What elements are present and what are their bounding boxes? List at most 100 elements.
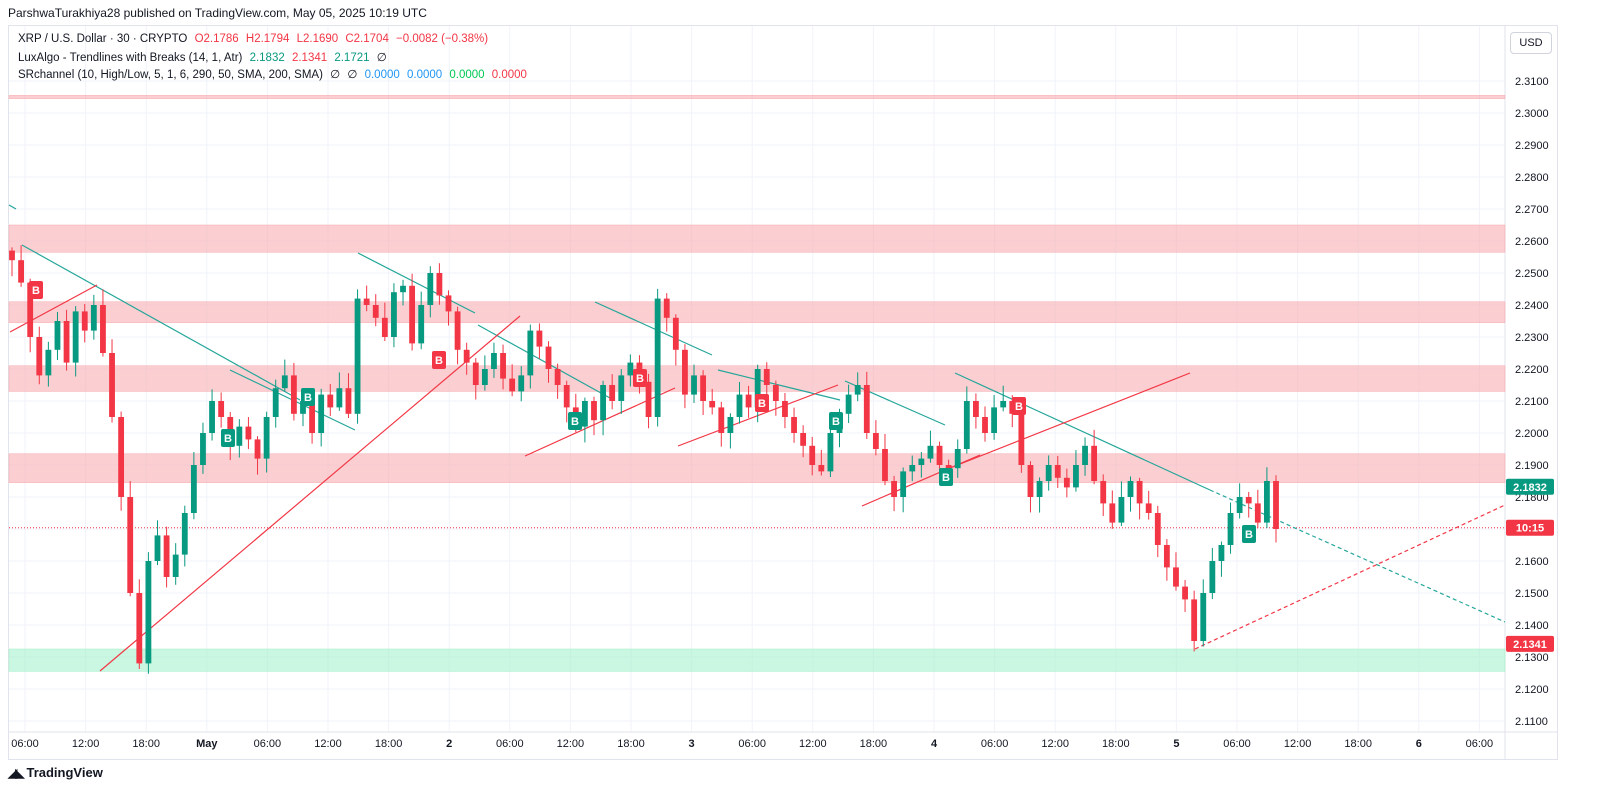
candle-down <box>554 369 561 385</box>
candle-down <box>1136 481 1143 504</box>
legend-symbol-line[interactable]: XRP / U.S. Dollar · 30 · CRYPTO O2.1786 … <box>18 33 492 45</box>
break-up-signal: B <box>1242 525 1256 543</box>
candle-down <box>218 401 225 417</box>
x-tick-label: 12:00 <box>1041 738 1069 750</box>
candle-down <box>809 445 816 465</box>
chart-frame <box>8 25 1558 760</box>
price-label-bg <box>1506 478 1554 495</box>
candle-down <box>100 305 106 353</box>
candle-down <box>936 445 943 465</box>
signal-badge <box>432 351 446 369</box>
trendline <box>9 284 98 333</box>
price-label: 2.1341 <box>1506 635 1554 652</box>
candle-up <box>54 321 61 350</box>
publisher-credit: ParshwaTurakhiya28 published on TradingV… <box>8 6 427 20</box>
candle-up <box>172 554 179 577</box>
currency-button[interactable]: USD <box>1510 32 1552 54</box>
candle-down <box>163 535 170 577</box>
candle-down <box>1018 413 1025 465</box>
break-up-signal: B <box>221 429 235 447</box>
candle-down <box>372 305 379 318</box>
x-tick-label: 12:00 <box>799 738 827 750</box>
tradingview-brand: TradingView <box>26 765 103 780</box>
break-up-signal: B <box>939 468 953 486</box>
price-label: 2.1832 <box>1506 478 1554 495</box>
candle-up <box>618 375 625 401</box>
x-tick-label: 12:00 <box>314 738 342 750</box>
legend-luxalgo-name: LuxAlgo - Trendlines with Breaks (14, 1,… <box>18 52 243 64</box>
candle-down <box>891 481 897 497</box>
legend-luxalgo-line[interactable]: LuxAlgo - Trendlines with Breaks (14, 1,… <box>18 50 391 64</box>
tradingview-logo[interactable]: ◢◣ TradingView <box>8 765 103 780</box>
candle-up <box>909 465 916 472</box>
candle-down <box>1145 503 1152 513</box>
signal-badge <box>568 412 582 430</box>
candle-up <box>281 375 288 389</box>
candle-up <box>154 535 161 561</box>
x-tick-label: 4 <box>931 738 938 750</box>
x-tick-label: 06:00 <box>981 738 1009 750</box>
break-down-signal: B <box>29 281 43 299</box>
candle-down <box>463 349 470 363</box>
candle-up <box>1000 401 1007 408</box>
candle-up <box>90 305 97 331</box>
candle-up <box>272 388 279 417</box>
legend-open: O2.1786 <box>194 33 239 45</box>
candle-down <box>973 401 979 417</box>
signal-badge <box>221 429 235 447</box>
candle-down <box>63 321 70 363</box>
candle-down <box>472 362 479 385</box>
candle-down <box>1173 567 1179 587</box>
x-tick-label: 18:00 <box>1344 738 1372 750</box>
y-tick-label: 2.2100 <box>1515 396 1549 408</box>
signal-badge <box>755 394 769 412</box>
trendline <box>844 380 946 426</box>
candle-down <box>363 298 370 305</box>
candle-down <box>409 285 416 344</box>
candle-down <box>718 407 725 433</box>
y-tick-label: 2.2400 <box>1515 300 1549 312</box>
signal-label: B <box>1015 401 1023 413</box>
candle-up <box>336 388 343 408</box>
candle-down <box>436 273 443 296</box>
candle-down <box>81 311 88 331</box>
candle-down <box>1163 545 1170 568</box>
trendline <box>8 204 17 210</box>
candle-down <box>1191 599 1198 641</box>
candle-up <box>754 369 761 408</box>
legend-sr-v5: 0.0000 <box>449 69 485 81</box>
candle-down <box>872 433 879 449</box>
candle-up <box>927 445 934 459</box>
candle-up <box>900 471 907 497</box>
signal-label: B <box>1245 529 1253 541</box>
candle-up <box>318 394 325 433</box>
candle-down <box>609 385 616 401</box>
candle-up <box>491 353 497 369</box>
legend-srchannel-line[interactable]: SRchannel (10, High/Low, 5, 1, 6, 290, 5… <box>18 67 531 81</box>
candle-up <box>727 417 734 433</box>
signal-badge <box>1012 397 1026 415</box>
candle-up <box>1236 497 1243 513</box>
y-tick-label: 2.2500 <box>1515 268 1549 280</box>
trendline <box>524 387 676 457</box>
candle-up <box>918 458 925 465</box>
signal-label: B <box>435 355 443 367</box>
break-down-signal: B <box>755 394 769 412</box>
y-tick-label: 2.1900 <box>1515 460 1549 472</box>
legend-symbol: XRP / U.S. Dollar · 30 · CRYPTO <box>18 33 188 45</box>
candle-up <box>736 394 743 417</box>
trendline <box>944 372 1191 471</box>
candle-down <box>27 282 34 337</box>
candle-up <box>45 349 52 376</box>
price-label-bg <box>1506 635 1554 652</box>
candles <box>9 245 1279 674</box>
legend-sr-name: SRchannel (10, High/Low, 5, 1, 6, 290, 5… <box>18 69 323 81</box>
candle-down <box>545 346 552 369</box>
candle-down <box>1182 586 1188 600</box>
x-tick-label: 18:00 <box>617 738 645 750</box>
candle-up <box>1118 497 1125 523</box>
candle-down <box>682 349 688 395</box>
x-tick-label: 2 <box>446 738 452 750</box>
candle-down <box>1254 503 1261 523</box>
